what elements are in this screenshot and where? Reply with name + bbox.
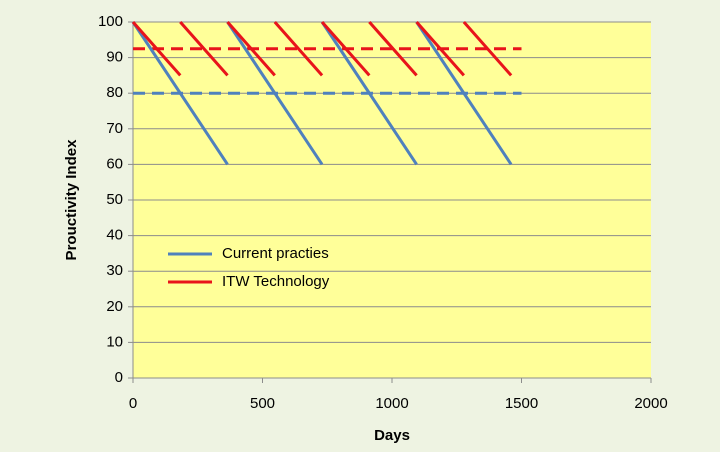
y-tick-label: 50 [106,191,123,208]
y-axis-title: Prouctivity Index [63,139,80,261]
series-line [131,21,513,77]
y-tick-label: 30 [106,262,123,279]
y-tick-label: 70 [106,120,123,137]
x-tick-label: 1000 [375,395,408,412]
x-tick-label: 1500 [505,395,538,412]
y-tick-label: 80 [106,84,123,101]
y-tick-label: 0 [115,369,123,386]
legend-label: Current practies [222,245,329,262]
y-tick-label: 100 [98,13,123,30]
y-tick-label: 40 [106,227,123,244]
y-tick-label: 60 [106,155,123,172]
x-tick-label: 0 [129,395,137,412]
y-tick-label: 90 [106,49,123,66]
legend-label: ITW Technology [222,273,330,290]
x-tick-label: 2000 [634,395,667,412]
series-line [131,21,513,166]
y-tick-label: 10 [106,333,123,350]
x-axis-title: Days [374,427,410,444]
x-tick-label: 500 [250,395,275,412]
y-tick-label: 20 [106,298,123,315]
